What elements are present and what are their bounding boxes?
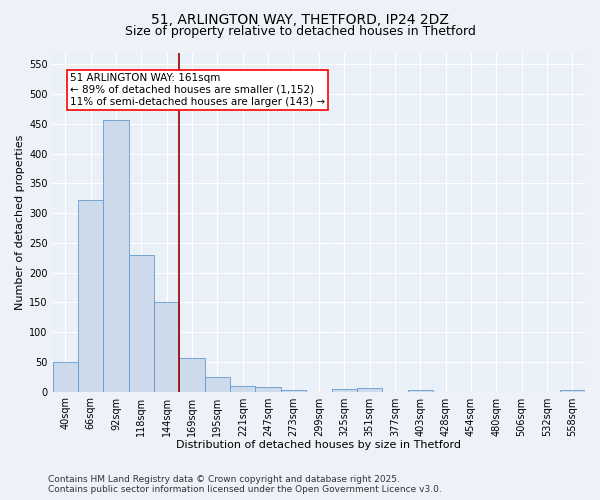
Bar — [357, 388, 382, 392]
Bar — [230, 386, 256, 392]
Bar — [332, 388, 357, 392]
Bar — [179, 358, 205, 392]
Bar — [103, 120, 129, 392]
Bar — [78, 200, 103, 392]
Text: Contains HM Land Registry data © Crown copyright and database right 2025.
Contai: Contains HM Land Registry data © Crown c… — [48, 474, 442, 494]
Y-axis label: Number of detached properties: Number of detached properties — [15, 134, 25, 310]
Text: 51 ARLINGTON WAY: 161sqm
← 89% of detached houses are smaller (1,152)
11% of sem: 51 ARLINGTON WAY: 161sqm ← 89% of detach… — [70, 74, 325, 106]
Bar — [560, 390, 585, 392]
Bar — [205, 376, 230, 392]
Bar — [154, 302, 179, 392]
X-axis label: Distribution of detached houses by size in Thetford: Distribution of detached houses by size … — [176, 440, 461, 450]
Bar — [256, 387, 281, 392]
Text: 51, ARLINGTON WAY, THETFORD, IP24 2DZ: 51, ARLINGTON WAY, THETFORD, IP24 2DZ — [151, 12, 449, 26]
Bar — [407, 390, 433, 392]
Bar — [129, 255, 154, 392]
Bar — [281, 390, 306, 392]
Text: Size of property relative to detached houses in Thetford: Size of property relative to detached ho… — [125, 25, 475, 38]
Bar — [53, 362, 78, 392]
